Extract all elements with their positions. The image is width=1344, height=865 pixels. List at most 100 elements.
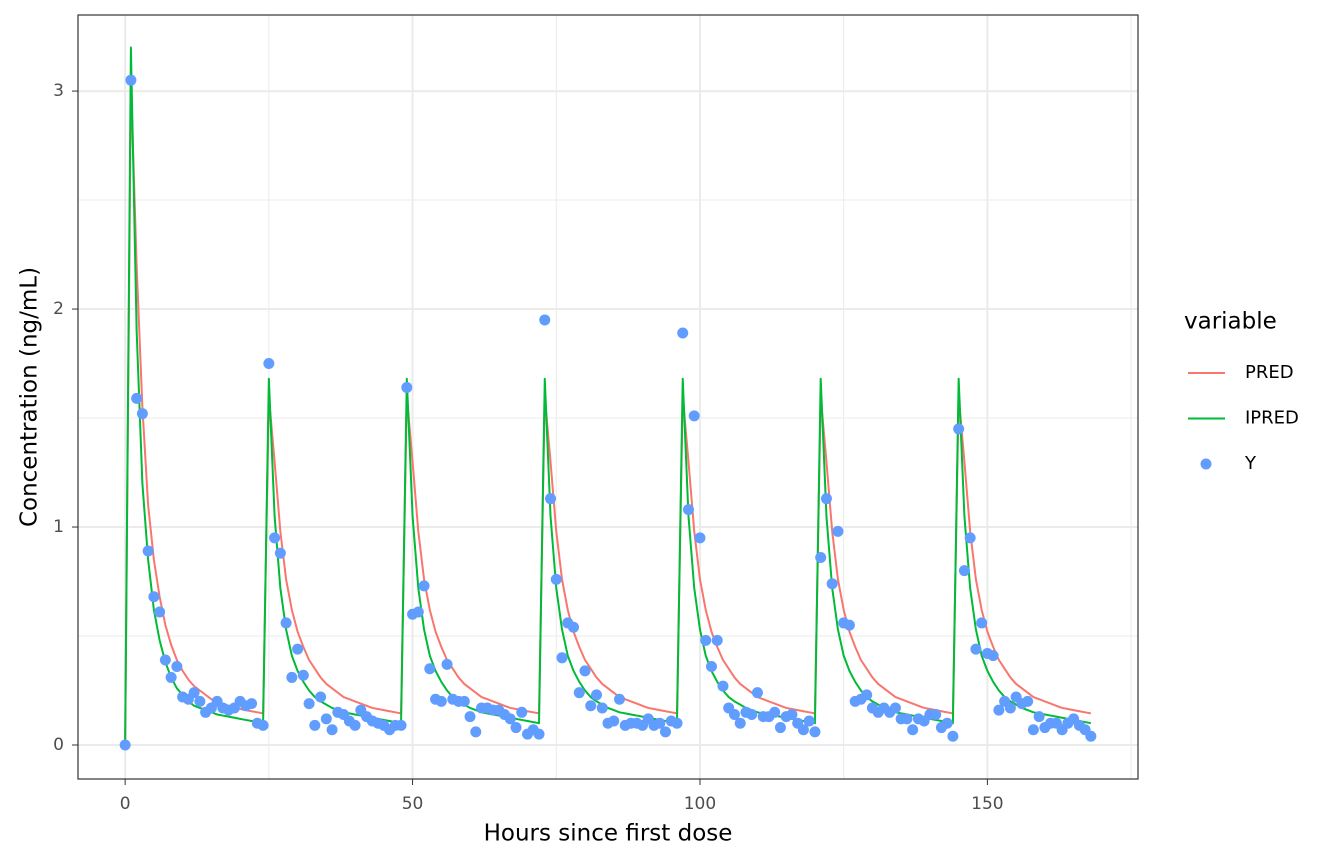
data-point (861, 689, 873, 701)
data-point (246, 698, 258, 710)
data-point (820, 493, 832, 505)
data-point (533, 728, 545, 740)
data-point (274, 547, 286, 559)
data-point (286, 671, 298, 683)
data-point (510, 722, 522, 734)
data-point (165, 671, 177, 683)
data-point (889, 702, 901, 714)
data-point (545, 493, 557, 505)
legend-title: variable (1184, 309, 1277, 335)
data-point (694, 532, 706, 544)
data-point (964, 532, 976, 544)
data-point (136, 408, 148, 420)
data-point (516, 706, 528, 718)
data-point (728, 708, 740, 720)
data-point (746, 708, 758, 720)
data-point (1004, 702, 1016, 714)
data-point (573, 687, 585, 699)
data-point (930, 708, 942, 720)
data-point (815, 552, 827, 564)
y-tick-label: 1 (53, 517, 64, 537)
x-tick-label: 50 (402, 794, 424, 814)
data-point (1022, 695, 1034, 707)
data-point (958, 565, 970, 577)
data-point (418, 580, 430, 592)
data-point (591, 689, 603, 701)
x-tick-label: 150 (971, 794, 1003, 814)
data-point (142, 545, 154, 557)
data-point (671, 717, 683, 729)
data-point (953, 423, 965, 435)
data-point (154, 606, 166, 618)
data-point (987, 650, 999, 662)
legend-label: PRED (1245, 362, 1294, 383)
x-tick-label: 100 (684, 794, 716, 814)
data-point (941, 717, 953, 729)
data-point (970, 643, 982, 655)
data-point (1033, 711, 1045, 723)
y-axis-title: Concentration (ng/mL) (17, 267, 43, 527)
data-point (832, 525, 844, 537)
data-point (659, 726, 671, 738)
data-point (809, 726, 821, 738)
data-point (309, 719, 321, 731)
data-point (401, 382, 413, 394)
data-point (993, 704, 1005, 716)
data-point (263, 358, 275, 370)
data-point (171, 661, 183, 673)
data-point (654, 717, 666, 729)
y-tick-label: 0 (53, 735, 64, 755)
plot-border (77, 14, 1139, 780)
data-point (441, 658, 453, 670)
data-point (786, 708, 798, 720)
data-point (119, 739, 131, 751)
data-point (976, 617, 988, 629)
data-point (579, 665, 591, 677)
data-point (711, 634, 723, 646)
x-axis-title: Hours since first dose (484, 821, 733, 847)
data-point (705, 661, 717, 673)
data-point (257, 719, 269, 731)
data-point (688, 410, 700, 422)
data-point (901, 713, 913, 725)
data-point (734, 717, 746, 729)
data-point (269, 532, 281, 544)
data-point (349, 719, 361, 731)
data-point (717, 680, 729, 692)
data-point (435, 695, 447, 707)
data-point (608, 715, 620, 727)
data-point (568, 621, 580, 633)
data-point (677, 327, 689, 339)
data-point (826, 578, 838, 590)
data-point (907, 724, 919, 736)
data-point (297, 669, 309, 681)
data-point (395, 719, 407, 731)
legend-label: Y (1244, 453, 1257, 474)
data-point (774, 722, 786, 734)
data-point (504, 713, 516, 725)
data-point (131, 392, 143, 404)
data-point (412, 606, 424, 618)
data-point (1027, 724, 1039, 736)
data-point (458, 695, 470, 707)
x-tick-label: 0 (120, 794, 131, 814)
data-point (803, 715, 815, 727)
data-point (1085, 730, 1097, 742)
data-point (700, 634, 712, 646)
data-point (188, 687, 200, 699)
data-point (424, 663, 436, 675)
data-point (159, 654, 171, 666)
data-point (280, 617, 292, 629)
legend-label: IPRED (1245, 408, 1299, 429)
data-point (194, 695, 206, 707)
data-point (682, 504, 694, 516)
legend-key (1200, 458, 1212, 470)
data-point (292, 643, 304, 655)
data-point (797, 724, 809, 736)
data-point (464, 711, 476, 723)
data-point (751, 687, 763, 699)
data-point (315, 691, 327, 703)
